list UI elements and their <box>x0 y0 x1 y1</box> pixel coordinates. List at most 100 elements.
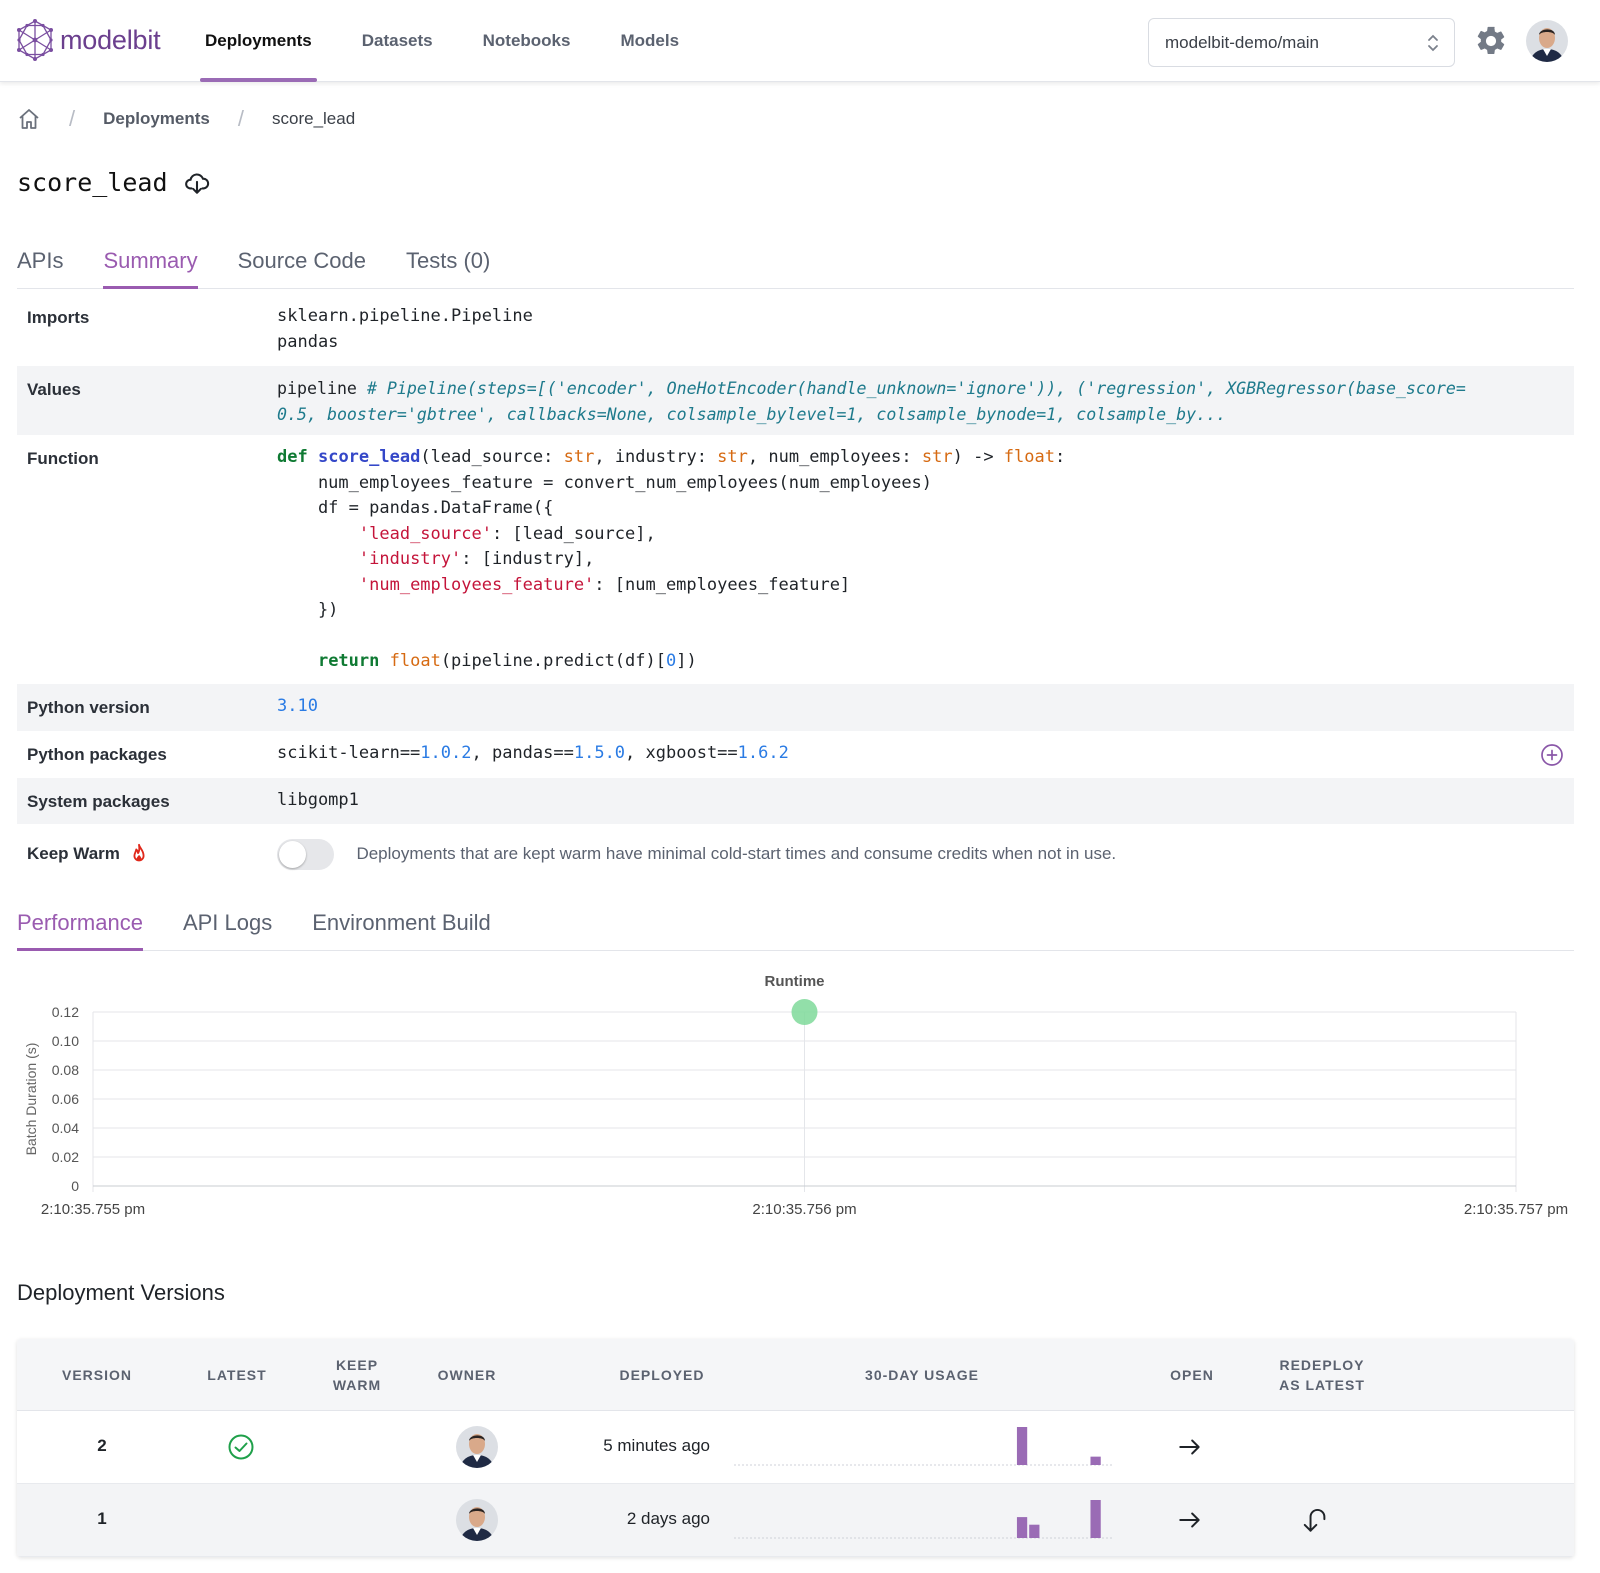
branch-select-value: modelbit-demo/main <box>1165 32 1320 52</box>
usage-bar <box>1016 1427 1028 1465</box>
values-label: Values <box>27 380 81 399</box>
system-packages-label: System packages <box>27 792 170 811</box>
home-icon[interactable] <box>17 107 41 131</box>
y-tick-label: 0.02 <box>52 1149 79 1165</box>
code-string: 'lead_source' <box>358 523 492 544</box>
owner-avatar <box>456 1426 498 1468</box>
breadcrumb-current: score_lead <box>272 109 356 128</box>
code-builtin: float <box>389 651 441 671</box>
col-latest: LATEST <box>207 1367 267 1383</box>
nav-models[interactable]: Models <box>620 31 680 50</box>
summary-row-system-packages: System packages libgomp1 <box>17 778 1574 824</box>
keep-warm-description: Deployments that are kept warm have mini… <box>356 844 1117 863</box>
function-code: def score_lead(lead_source: str, industr… <box>277 445 1574 674</box>
code-text: ) -> <box>952 447 1004 467</box>
main-nav: Deployments Datasets Notebooks Models <box>200 0 724 82</box>
breadcrumb-deployments[interactable]: Deployments <box>103 109 210 128</box>
page-title-row: score_lead <box>17 168 210 197</box>
keep-warm-label: Keep Warm <box>27 844 120 863</box>
col-keep-warm-line1: KEEP <box>335 1357 379 1373</box>
fire-icon <box>133 843 145 862</box>
nav-notebooks[interactable]: Notebooks <box>482 31 571 50</box>
logo-icon <box>17 19 53 61</box>
deployed-time: 2 days ago <box>626 1509 710 1528</box>
package-name: pandas== <box>491 743 574 763</box>
col-keep-warm: KEEP WARM <box>317 1355 397 1395</box>
summary-row-imports: Imports sklearn.pipeline.Pipeline pandas <box>17 294 1574 366</box>
branch-select[interactable]: modelbit-demo/main <box>1148 18 1455 67</box>
package-version: 1.5.0 <box>573 743 626 763</box>
y-tick-label: 0.10 <box>52 1033 79 1049</box>
code-keyword: def <box>277 447 308 467</box>
top-navbar: modelbit Deployments Datasets Notebooks … <box>0 0 1600 82</box>
latest-check-icon <box>228 1434 254 1460</box>
summary-row-values: Values pipeline # Pipeline(steps=[('enco… <box>17 366 1574 435</box>
logo[interactable]: modelbit <box>16 19 161 61</box>
breadcrumb-separator: / <box>69 106 76 131</box>
col-redeploy: REDEPLOY AS LATEST <box>1267 1355 1377 1395</box>
version-number: 2 <box>97 1436 107 1455</box>
y-tick-label: 0.04 <box>52 1120 79 1136</box>
code-text: , num_employees: <box>747 447 922 467</box>
tab-source-code[interactable]: Source Code <box>237 248 367 273</box>
code-text: , industry: <box>594 447 718 467</box>
y-axis-label: Batch Duration (s) <box>23 1043 39 1156</box>
tab-api-logs[interactable]: API Logs <box>182 910 273 935</box>
col-owner: OWNER <box>437 1367 497 1383</box>
col-deployed: DEPLOYED <box>619 1367 705 1383</box>
open-arrow-icon[interactable] <box>1177 1434 1203 1460</box>
usage-sparkline <box>734 1427 1114 1466</box>
version-row: 2 5 minutes ago <box>17 1411 1574 1484</box>
usage-bar <box>1090 1500 1101 1538</box>
cloud-download-icon[interactable] <box>184 170 210 196</box>
tab-apis[interactable]: APIs <box>17 248 64 273</box>
deployment-versions-title: Deployment Versions <box>17 1280 225 1305</box>
tab-summary[interactable]: Summary <box>103 248 198 289</box>
redeploy-icon[interactable] <box>1300 1503 1328 1533</box>
code-text: : <box>1054 447 1066 467</box>
runtime-chart: 0 0.02 0.04 0.06 0.08 0.10 0.12 2:10:35.755 pm 2… <box>23 973 1568 1218</box>
versions-table: VERSION LATEST KEEP WARM OWNER DEPLOYED 3… <box>17 1339 1574 1557</box>
usage-bar <box>1090 1456 1101 1465</box>
system-packages-value: libgomp1 <box>277 790 359 810</box>
imports-label: Imports <box>27 308 90 327</box>
nav-datasets[interactable]: Datasets <box>361 31 433 50</box>
col-keep-warm-line2: WARM <box>332 1377 382 1393</box>
col-30-day-usage: 30-DAY USAGE <box>865 1367 979 1383</box>
code-function-name: score_lead <box>317 447 421 467</box>
settings-gear-icon[interactable] <box>1474 24 1508 58</box>
code-text: : [industry], <box>461 549 595 569</box>
values-value: pipeline # Pipeline(steps=[('encoder', O… <box>277 376 1574 425</box>
deployed-time: 5 minutes ago <box>603 1436 710 1455</box>
code-text: (pipeline.predict(df)[ <box>440 651 666 671</box>
open-arrow-icon[interactable] <box>1177 1507 1203 1533</box>
nav-deployments[interactable]: Deployments <box>200 0 317 82</box>
user-avatar[interactable] <box>1526 20 1568 62</box>
code-type: str <box>717 447 748 467</box>
code-text: ]) <box>676 651 697 671</box>
summary-row-keep-warm: Keep Warm Deployments that are kept warm… <box>17 824 1574 884</box>
y-tick-label: 0 <box>71 1178 79 1194</box>
summary-row-python-packages: Python packages scikit-learn==1.0.2, pan… <box>17 731 1574 778</box>
code-text: (lead_source: <box>420 447 564 467</box>
usage-bar <box>1029 1524 1040 1538</box>
tab-performance[interactable]: Performance <box>17 910 143 951</box>
code-line: df = pandas.DataFrame({ <box>277 498 554 518</box>
add-package-icon[interactable] <box>1540 743 1564 767</box>
tab-tests[interactable]: Tests (0) <box>406 248 491 273</box>
col-open: OPEN <box>1170 1367 1214 1383</box>
tab-environment-build[interactable]: Environment Build <box>312 910 491 935</box>
y-tick-label: 0.08 <box>52 1062 79 1078</box>
package-version: 1.6.2 <box>737 743 789 763</box>
keep-warm-toggle[interactable] <box>277 838 334 870</box>
value-name: pipeline <box>277 379 357 398</box>
code-type: float <box>1003 447 1055 467</box>
col-version: VERSION <box>61 1367 132 1383</box>
x-tick-label: 2:10:35.756 pm <box>752 1201 856 1218</box>
summary-table: Imports sklearn.pipeline.Pipeline pandas… <box>17 294 1574 884</box>
code-line: num_employees_feature = convert_num_empl… <box>277 472 933 493</box>
keep-warm-control: Deployments that are kept warm have mini… <box>277 838 1574 870</box>
x-tick-label: 2:10:35.757 pm <box>1464 1201 1568 1218</box>
version-number: 1 <box>97 1509 107 1528</box>
breadcrumb: / Deployments / score_lead <box>17 106 355 132</box>
